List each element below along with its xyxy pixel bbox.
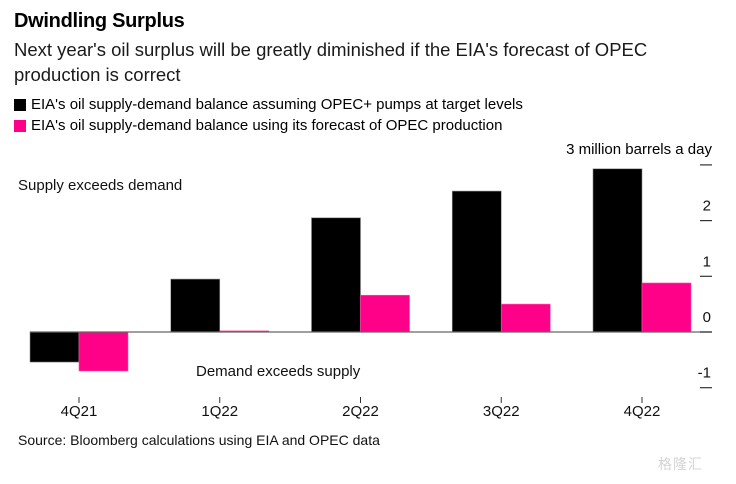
y-tick-label: 0 [703, 309, 711, 326]
legend: EIA's oil supply-demand balance assuming… [14, 94, 523, 136]
bar-target-levels-4Q21 [29, 331, 80, 363]
legend-item-target-levels: EIA's oil supply-demand balance assuming… [14, 94, 523, 115]
source-note: Source: Bloomberg calculations using EIA… [18, 432, 380, 448]
x-tick-label: 1Q22 [201, 403, 238, 420]
bar-eia-forecast-4Q21 [78, 331, 129, 372]
legend-swatch-black [14, 98, 26, 111]
x-tick-label: 4Q21 [61, 403, 98, 420]
bar-target-levels-3Q22 [451, 190, 502, 333]
y-tick-label: -1 [698, 365, 711, 382]
x-tick-label: 2Q22 [342, 403, 379, 420]
legend-label: EIA's oil supply-demand balance using it… [31, 117, 503, 134]
y-tick-label: 2 [703, 198, 711, 215]
legend-label: EIA's oil supply-demand balance assuming… [31, 96, 523, 113]
annotation-demand-exceeds: Demand exceeds supply [196, 363, 361, 380]
chart-subtitle: Next year's oil surplus will be greatly … [14, 39, 648, 85]
x-tick-label: 3Q22 [483, 403, 520, 420]
y-axis-unit-label: 3 million barrels a day [566, 141, 712, 158]
y-tick-label: 1 [703, 253, 711, 270]
annotation-supply-exceeds: Supply exceeds demand [18, 177, 183, 194]
watermark: 格隆汇 [658, 456, 703, 472]
x-tick-label: 4Q22 [624, 403, 661, 420]
bar-target-levels-2Q22 [311, 217, 361, 333]
bar-eia-forecast-2Q22 [360, 294, 410, 333]
legend-swatch-pink [14, 119, 26, 132]
bar-target-levels-4Q22 [592, 168, 643, 333]
legend-item-eia-forecast: EIA's oil supply-demand balance using it… [14, 115, 523, 136]
chart-title: Dwindling Surplus [14, 10, 185, 32]
bar-eia-forecast-4Q22 [641, 282, 692, 333]
bar-target-levels-1Q22 [170, 278, 221, 333]
bar-eia-forecast-3Q22 [500, 303, 551, 333]
